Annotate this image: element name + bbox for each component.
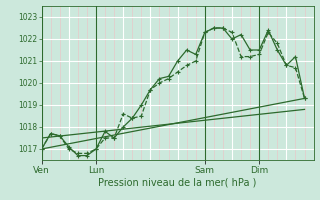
X-axis label: Pression niveau de la mer( hPa ): Pression niveau de la mer( hPa ): [99, 177, 257, 187]
